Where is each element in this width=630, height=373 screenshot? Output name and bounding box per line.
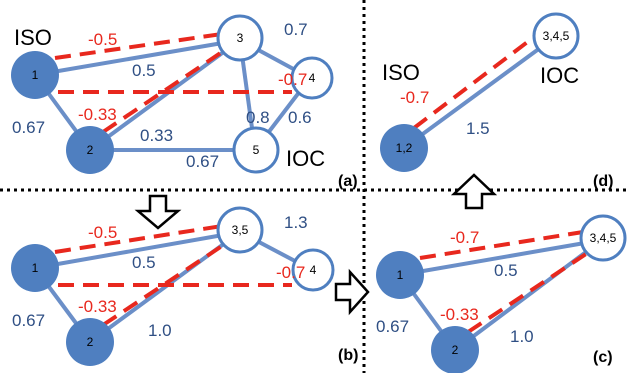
weight-a-1-3-neg: -0.5: [88, 30, 117, 49]
weight-a-4-5: 0.6: [288, 108, 312, 127]
node-35: [216, 206, 264, 254]
weight-d-pos: 1.5: [466, 119, 490, 138]
node-4: [290, 56, 334, 100]
node-12: [380, 124, 428, 172]
neg-edge-12-345: [412, 32, 540, 130]
node-35-label: 3,5: [232, 223, 249, 237]
node-4-b-label: 4: [310, 263, 317, 277]
node-2-c: [431, 326, 479, 373]
node-1-b: [11, 244, 59, 292]
weight-a-3-4: 0.7: [284, 20, 308, 39]
node-5: [232, 126, 280, 174]
neg-edge-1-3: [54, 32, 223, 60]
set-label-ioc-d: IOC: [540, 63, 579, 88]
weight-b-2-35-neg: -0.33: [78, 297, 117, 316]
node-2-b-label: 2: [87, 335, 94, 349]
weight-b-35-4: 1.3: [284, 213, 308, 232]
weight-b-1-35: 0.5: [132, 253, 156, 272]
panel-c: 1 2 3,4,5 (c) -0.7 0.5 -0.33 0.67 1.0: [376, 214, 627, 373]
weight-b-1-35-neg: -0.5: [88, 223, 117, 242]
panel-a: 1 2 3 4 5 ISO IOC (a) -0.5 0.5 -0.7 -0.3…: [11, 14, 358, 190]
edge-1-345: [399, 238, 603, 277]
weight-a-2-3-neg: -0.33: [78, 105, 117, 124]
set-label-iso-a: ISO: [14, 25, 52, 50]
weight-a-1-3: 0.5: [132, 61, 156, 80]
weight-d-neg: -0.7: [400, 88, 429, 107]
arrow-right-icon: [334, 268, 370, 316]
panel-d: 1,2 3,4,5 ISO IOC (d) -0.7 1.5: [380, 12, 613, 190]
node-3: [216, 14, 264, 62]
weight-a-1-4-neg: -0.7: [278, 70, 307, 89]
weight-c-1-neg: -0.7: [450, 228, 479, 247]
neg-edge-1-35: [54, 224, 223, 254]
weight-c-2-pos: 1.0: [510, 327, 534, 346]
set-label-iso-d: ISO: [382, 60, 420, 85]
node-2-label: 2: [87, 143, 94, 157]
weight-a-1-2: 0.67: [12, 118, 45, 137]
weight-c-1-pos: 0.5: [494, 261, 518, 280]
node-1-b-label: 1: [32, 261, 39, 275]
weight-b-1-2: 0.67: [12, 311, 45, 330]
node-345-c: [579, 214, 627, 262]
arrow-down-icon: [134, 194, 182, 230]
set-label-ioc-a: IOC: [286, 146, 325, 171]
neg-edge-1-345: [419, 230, 584, 260]
node-2: [66, 126, 114, 174]
node-1-c: [376, 251, 424, 299]
edge-1-3: [34, 38, 241, 77]
node-1: [11, 51, 59, 99]
panel-label-a: (a): [338, 173, 358, 190]
weight-c-1-2: 0.67: [376, 317, 409, 336]
weight-b-2-35: 1.0: [148, 321, 172, 340]
node-1-label: 1: [32, 68, 39, 82]
node-2-c-label: 2: [452, 343, 459, 357]
node-1-c-label: 1: [397, 268, 404, 282]
node-345-d-label: 3,4,5: [543, 29, 570, 43]
panel-label-c: (c): [593, 349, 613, 366]
arrow-up-icon: [450, 173, 498, 210]
weight-a-2-5: 0.67: [186, 152, 219, 171]
panel-b: 1 2 3,5 4 (b) -0.5 0.5 -0.7 -0.33 0.67 1…: [11, 206, 358, 366]
edge-12-345: [403, 35, 557, 149]
node-3-label: 3: [237, 31, 244, 45]
weight-a-3-5: 0.8: [246, 108, 270, 127]
panel-label-d: (d): [593, 173, 613, 190]
weight-b-1-4-neg: -0.7: [276, 263, 305, 282]
panel-label-b: (b): [338, 347, 358, 364]
node-4-b: [291, 248, 335, 292]
edge-1-35: [34, 230, 241, 270]
node-2-b: [66, 318, 114, 366]
weight-a-2-3: 0.33: [140, 126, 173, 145]
weight-c-2-neg: -0.33: [440, 305, 479, 324]
node-5-label: 5: [253, 143, 260, 157]
node-345-d: [532, 12, 580, 60]
node-12-label: 1,2: [396, 141, 413, 155]
node-345-c-label: 3,4,5: [590, 231, 617, 245]
node-4-label: 4: [309, 71, 316, 85]
